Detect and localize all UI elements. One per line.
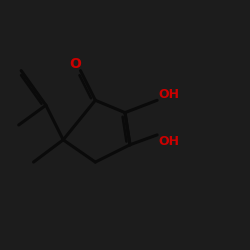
Text: OH: OH (158, 134, 180, 147)
Text: O: O (70, 58, 82, 71)
Text: OH: OH (158, 88, 180, 101)
